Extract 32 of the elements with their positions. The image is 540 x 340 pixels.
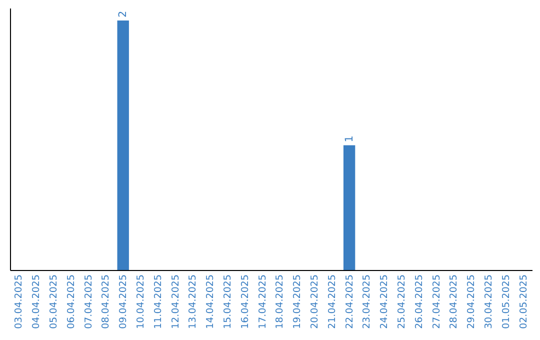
- data-label: 2: [117, 10, 130, 18]
- x-tick-label: 28.04.2025: [448, 274, 460, 329]
- x-tick-label: 15.04.2025: [222, 274, 234, 329]
- x-tick-label: 02.05.2025: [518, 274, 530, 329]
- x-tick-label: 26.04.2025: [414, 274, 425, 329]
- x-tick-label: 12.04.2025: [170, 274, 182, 329]
- x-tick-label: 11.04.2025: [152, 274, 164, 329]
- x-tick-label: 10.04.2025: [136, 274, 146, 329]
- x-tick-label: 30.04.2025: [484, 274, 494, 329]
- x-tick-label: 01.05.2025: [500, 274, 512, 329]
- x-tick-label: 23.04.2025: [362, 274, 373, 329]
- x-tick-label: 08.04.2025: [100, 274, 112, 329]
- x-tick-label: 14.04.2025: [205, 274, 216, 329]
- x-tick-label: 21.04.2025: [326, 274, 338, 329]
- x-tick-label: 17.04.2025: [257, 274, 268, 329]
- x-tick-label: 27.04.2025: [431, 274, 442, 329]
- x-tick-label: 09.04.2025: [118, 274, 130, 329]
- x-tick-label: 03.04.2025: [14, 274, 25, 329]
- x-tick-label: 29.04.2025: [466, 274, 478, 329]
- x-tick-label: 25.04.2025: [396, 274, 408, 329]
- x-tick-label: 20.04.2025: [310, 274, 320, 329]
- x-tick-label: 06.04.2025: [66, 274, 77, 329]
- x-tick-label: 16.04.2025: [240, 274, 251, 329]
- x-tick-label: 07.04.2025: [83, 274, 94, 329]
- x-tick-label: 13.04.2025: [188, 274, 199, 329]
- x-tick-label: 24.04.2025: [379, 274, 390, 329]
- x-tick-label: 04.04.2025: [31, 274, 42, 329]
- x-tick-label: 19.04.2025: [292, 274, 304, 329]
- x-tick-label: 18.04.2025: [274, 274, 286, 329]
- x-tick-label: 22.04.2025: [344, 274, 356, 329]
- data-label: 1: [343, 136, 356, 142]
- x-tick-label: 05.04.2025: [48, 274, 60, 329]
